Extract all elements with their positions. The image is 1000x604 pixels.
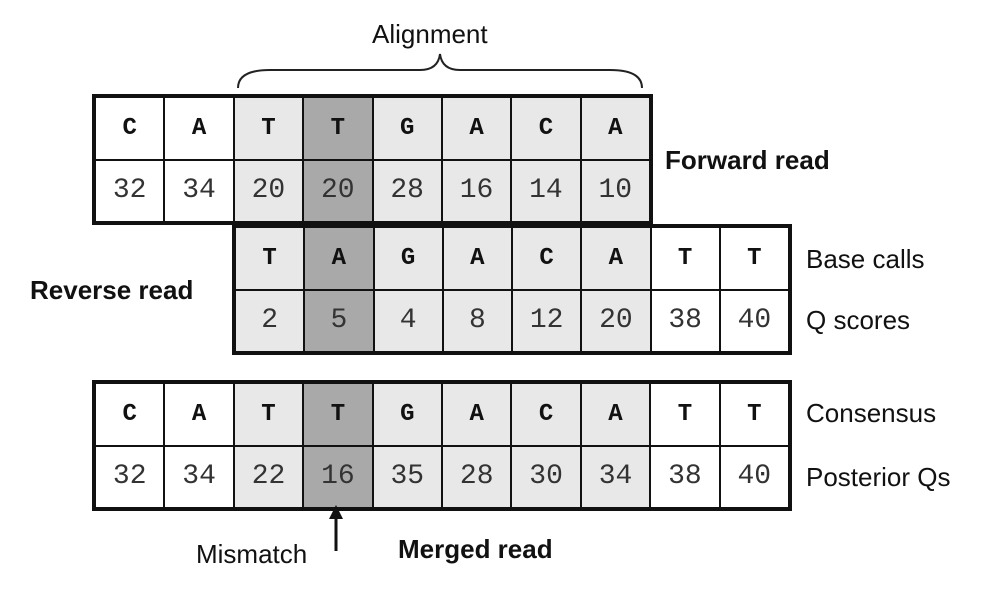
forward-read-score-cell: 34 — [164, 159, 234, 222]
reverse-read-base-cell: T — [235, 227, 305, 290]
alignment-label: Alignment — [372, 19, 488, 49]
consensus-label: Consensus — [806, 398, 937, 428]
forward-read-base-cell: A — [580, 97, 650, 160]
merged-read-score-cell: 38 — [650, 445, 720, 508]
reverse-read-base-cell: A — [442, 227, 512, 290]
reverse-read-base-cell: T — [719, 227, 789, 290]
forward-read-score-cell: 20 — [233, 159, 304, 222]
alignment-brace — [237, 53, 643, 89]
mismatch-arrow-icon — [329, 505, 343, 551]
forward-read-score-cell: 10 — [580, 159, 650, 222]
reverse-read-score-cell: 5 — [304, 289, 374, 352]
posterior-qs-label: Posterior Qs — [806, 462, 951, 492]
forward-read-base-cell: G — [372, 97, 442, 160]
forward-read-base-cell: T — [233, 97, 304, 160]
merged-read-base-cell: A — [442, 383, 512, 446]
merged-read-label: Merged read — [398, 534, 553, 564]
merged-read-score-cell: 32 — [95, 445, 165, 508]
merged-read-grid: C A T T G A C A T T 32 34 22 16 35 28 30 34 38 40 — [92, 380, 792, 511]
reverse-read-score-cell: 20 — [581, 289, 651, 352]
forward-read-score-cell: 14 — [511, 159, 581, 222]
forward-read-base-cell: T — [303, 97, 373, 160]
reverse-read-base-cell: T — [650, 227, 720, 290]
merged-read-base-cell: T — [303, 383, 373, 446]
merged-read-base-cell: C — [511, 383, 581, 446]
forward-read-label: Forward read — [665, 145, 830, 175]
forward-read-base-cell: C — [511, 97, 581, 160]
merged-read-score-cell: 35 — [372, 445, 442, 508]
reverse-read-base-cell: C — [512, 227, 582, 290]
forward-read-score-cell: 28 — [372, 159, 442, 222]
merged-read-base-cell: C — [95, 383, 165, 446]
reverse-read-score-cell: 12 — [512, 289, 582, 352]
forward-read-score-cell: 20 — [303, 159, 373, 222]
merged-read-score-cell: 34 — [580, 445, 651, 508]
reverse-read-base-cell: G — [373, 227, 443, 290]
forward-read-grid: C A T T G A C A 32 34 20 20 28 16 14 10 — [92, 94, 653, 225]
merged-read-score-cell: 34 — [164, 445, 234, 508]
forward-read-score-cell: 32 — [95, 159, 165, 222]
reverse-read-score-cell: 38 — [650, 289, 720, 352]
merged-read-base-cell: G — [372, 383, 442, 446]
merged-read-base-cell: T — [650, 383, 720, 446]
reverse-read-score-cell: 4 — [373, 289, 443, 352]
merged-read-score-cell: 30 — [511, 445, 581, 508]
q-scores-label: Q scores — [806, 305, 911, 335]
forward-read-score-cell: 16 — [441, 159, 512, 222]
reverse-read-grid: T A G A C A T T 2 5 4 8 12 20 38 40 — [232, 224, 792, 355]
reverse-read-score-cell: 2 — [235, 289, 305, 352]
forward-read-base-cell: C — [95, 97, 165, 160]
merged-read-score-cell: 28 — [442, 445, 512, 508]
reverse-read-score-cell: 8 — [442, 289, 512, 352]
base-calls-label: Base calls — [806, 244, 925, 274]
reverse-read-label: Reverse read — [30, 275, 194, 305]
reverse-read-score-cell: 40 — [719, 289, 789, 352]
merged-read-score-cell: 16 — [303, 445, 373, 508]
merged-read-base-cell: T — [233, 383, 304, 446]
forward-read-base-cell: A — [441, 97, 512, 160]
merged-read-score-cell: 22 — [233, 445, 304, 508]
merged-read-base-cell: A — [164, 383, 234, 446]
forward-read-base-cell: A — [164, 97, 234, 160]
merged-read-base-cell: T — [719, 383, 789, 446]
merged-read-score-cell: 40 — [719, 445, 789, 508]
reverse-read-base-cell: A — [304, 227, 374, 290]
mismatch-label: Mismatch — [196, 539, 308, 569]
merged-read-base-cell: A — [580, 383, 651, 446]
reverse-read-base-cell: A — [581, 227, 651, 290]
